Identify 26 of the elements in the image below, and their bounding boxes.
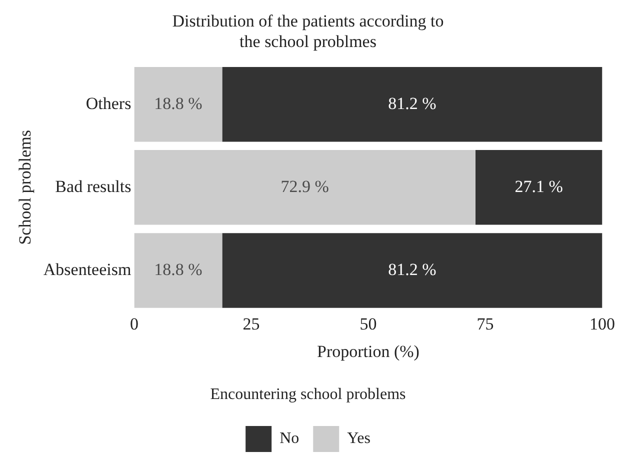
bar (222, 66, 602, 142)
legend-label: No (280, 430, 300, 448)
data-label: 18.8 % (154, 94, 202, 113)
x-tick-label: 75 (476, 314, 494, 334)
legend-title: Encountering school problems (210, 386, 406, 404)
data-label: 27.1 % (514, 176, 563, 196)
data-label: 18.8 % (154, 260, 202, 279)
y-tick-label: Absenteeism (43, 260, 132, 279)
x-tick-label: 100 (590, 314, 615, 334)
x-axis-title: Proportion (%) (317, 342, 420, 362)
data-label: 72.9 % (280, 176, 329, 196)
y-tick-label: Bad results (55, 176, 132, 196)
chart-title: Distribution of the patients according to the school problmes (172, 12, 444, 52)
y-axis-title: School problems (16, 130, 35, 245)
legend-label: Yes (347, 430, 370, 448)
bar (134, 150, 476, 225)
data-label: 81.2 % (388, 94, 436, 113)
x-tick-label: 25 (242, 314, 260, 334)
x-tick-label: 0 (130, 314, 138, 334)
bar (475, 150, 602, 225)
bar (222, 233, 602, 308)
bar (134, 233, 222, 308)
x-tick-label: 50 (360, 314, 377, 334)
y-tick-label: Others (86, 94, 132, 113)
data-label: 81.2 % (388, 260, 436, 279)
bar (134, 66, 222, 142)
